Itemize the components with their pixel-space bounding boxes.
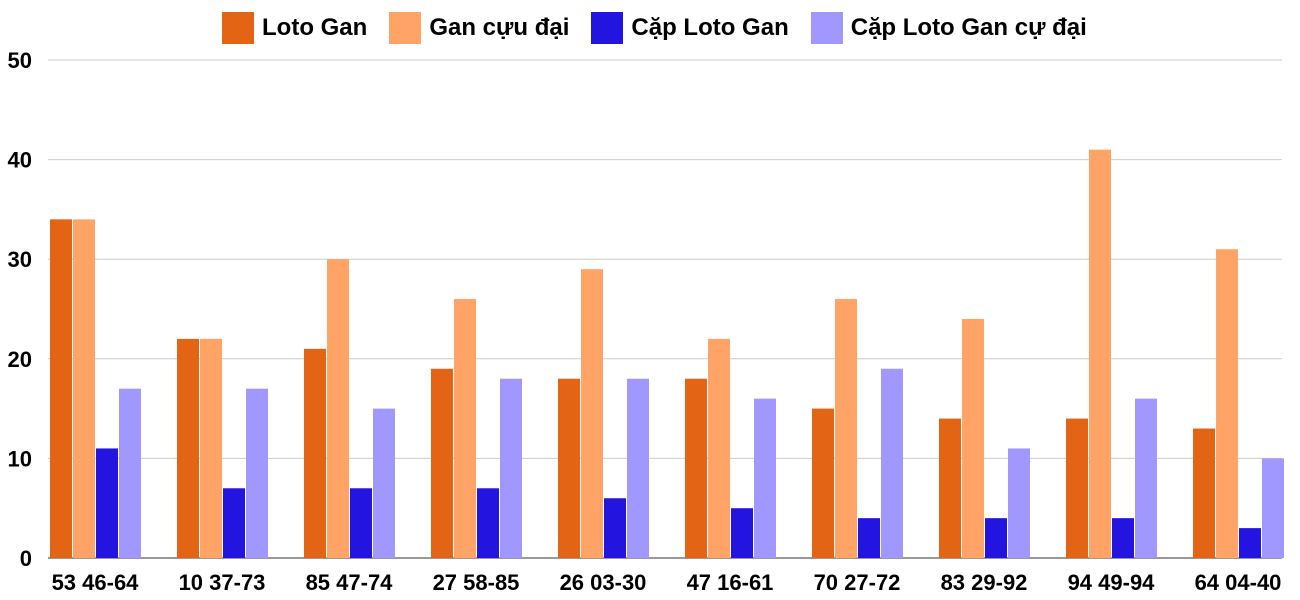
x-tick-label: 85 47-74: [306, 570, 394, 595]
bar: [1193, 428, 1215, 558]
bar: [373, 408, 395, 558]
bar: [604, 498, 626, 558]
bar: [1262, 458, 1284, 558]
bar: [1216, 249, 1238, 559]
legend-label: Cặp Loto Gan: [631, 14, 789, 41]
bar: [304, 348, 326, 558]
bar: [835, 299, 857, 558]
legend-item: Cặp Loto Gan: [591, 12, 789, 44]
legend-swatch: [591, 12, 624, 44]
x-tick-label: 47 16-61: [687, 570, 774, 595]
bar: [96, 448, 118, 558]
bar: [223, 488, 245, 558]
bar: [50, 219, 72, 559]
bar: [812, 408, 834, 558]
bar: [1112, 518, 1134, 558]
bar: [246, 388, 268, 558]
legend-swatch: [389, 12, 422, 44]
y-tick-label: 50: [8, 48, 32, 73]
x-tick-label: 26 03-30: [560, 570, 647, 595]
bar: [500, 378, 522, 558]
bar: [962, 318, 984, 558]
legend-item: Loto Gan: [222, 12, 367, 44]
bar: [858, 518, 880, 558]
x-tick-label: 27 58-85: [433, 570, 520, 595]
y-tick-label: 0: [20, 546, 32, 571]
bar: [731, 508, 753, 558]
bar: [754, 398, 776, 558]
y-tick-label: 20: [8, 347, 32, 372]
legend-label: Cặp Loto Gan cự đại: [850, 14, 1087, 41]
bar: [685, 378, 707, 558]
bar: [327, 259, 349, 558]
bar: [73, 219, 95, 559]
x-tick-label: 83 29-92: [941, 570, 1028, 595]
bar: [119, 388, 141, 558]
bar: [708, 338, 730, 558]
y-tick-label: 40: [8, 148, 32, 173]
x-tick-label: 70 27-72: [814, 570, 901, 595]
y-tick-label: 30: [8, 247, 32, 272]
legend-label: Gan cựu đại: [429, 14, 570, 41]
legend-swatch: [222, 12, 254, 44]
legend: Loto Gan Gan cựu đại Cặp Loto Gan Cặp Loto …: [222, 12, 1109, 44]
x-tick-label: 10 37-73: [179, 570, 266, 595]
bar: [200, 338, 222, 558]
bar: [177, 338, 199, 558]
bar: [1135, 398, 1157, 558]
bar: [477, 488, 499, 558]
bar: [1239, 528, 1261, 558]
x-tick-label: 94 49-94: [1068, 570, 1156, 595]
bar: [454, 299, 476, 558]
legend-label: Loto Gan: [262, 14, 368, 41]
bar: [985, 518, 1007, 558]
x-tick-label: 53 46-64: [52, 570, 140, 595]
legend-swatch: [810, 12, 843, 44]
bar: [939, 418, 961, 558]
bar: [627, 378, 649, 558]
bar: [881, 368, 903, 558]
bar: [431, 368, 453, 558]
bar: [558, 378, 580, 558]
bar: [1066, 418, 1088, 558]
legend-item: Gan cựu đại: [389, 12, 569, 44]
x-tick-label: 64 04-40: [1195, 570, 1282, 595]
legend-item: Cặp Loto Gan cự đại: [810, 12, 1087, 44]
bar: [1008, 448, 1030, 558]
bar: [581, 269, 603, 558]
bar: [1089, 149, 1111, 558]
y-tick-label: 10: [8, 446, 32, 471]
bar: [350, 488, 372, 558]
